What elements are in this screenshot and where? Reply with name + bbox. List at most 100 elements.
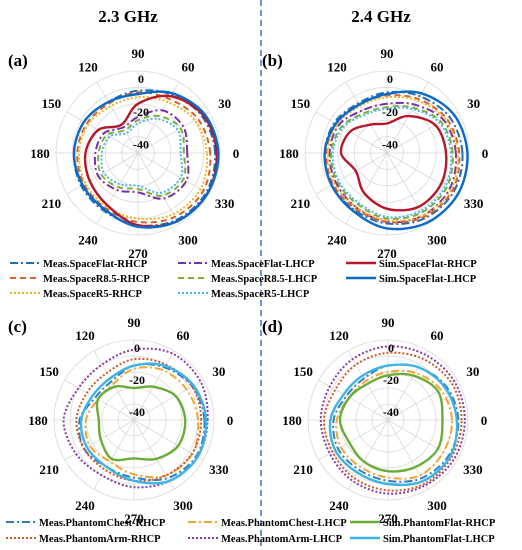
series-line (72, 90, 220, 229)
radial-tick-label: -40 (133, 138, 149, 152)
legend-top: Meas.SpaceFlat-RHCP Meas.SpaceFlat-LHCP Si… (10, 259, 477, 300)
series-line (328, 101, 458, 224)
grid-spoke (96, 152, 139, 225)
grid-spoke (345, 81, 388, 154)
angle-tick-label: 60 (182, 59, 195, 74)
series-line (100, 117, 184, 194)
angle-tick-label: 150 (291, 96, 311, 111)
angle-tick-label: 330 (209, 462, 229, 477)
series-line (325, 94, 461, 224)
series-line (323, 90, 469, 231)
legend-entry: Meas.PhantomChest-LHCP (221, 518, 347, 529)
angle-tick-label: 240 (78, 233, 98, 248)
series-line (339, 114, 448, 212)
angle-tick-label: 150 (42, 96, 62, 111)
angle-tick-label: 330 (464, 196, 484, 211)
angle-tick-label: 150 (39, 364, 59, 379)
grid-spoke (93, 419, 135, 490)
angle-tick-label: 180 (28, 413, 48, 428)
angle-tick-label: 300 (427, 233, 447, 248)
grid-spoke (137, 152, 210, 195)
grid-spoke (96, 81, 139, 154)
legend-entry: Meas.SpaceR5-RHCP (43, 289, 142, 300)
angle-tick-label: 240 (75, 498, 95, 513)
angle-tick-label: 270 (128, 246, 148, 261)
legend-entry: Meas.SpaceR8.5-RHCP (43, 274, 150, 285)
angle-tick-label: 300 (173, 498, 193, 513)
legend-entry: Meas.SpaceFlat-RHCP (43, 259, 148, 270)
radial-tick-label: -20 (129, 373, 145, 387)
angle-tick-label: 150 (293, 364, 313, 379)
series-line (76, 91, 212, 224)
series-line (93, 109, 190, 200)
series-line (330, 105, 454, 220)
grid-spoke (315, 111, 388, 154)
grid-spoke (318, 419, 389, 461)
radial-tick-label: -40 (382, 138, 398, 152)
grid-spoke (66, 152, 139, 195)
series-line (77, 96, 209, 221)
legend-entry: Sim.SpaceFlat-LHCP (379, 274, 477, 285)
legend-entry: Sim.PhantomFlat-LHCP (383, 534, 495, 545)
radial-tick-label: -20 (133, 105, 149, 119)
grid-spoke (137, 152, 180, 225)
angle-tick-label: 210 (291, 196, 311, 211)
legend-entry: Meas.SpaceFlat-LHCP (211, 259, 315, 270)
radial-tick-label: 0 (138, 72, 144, 86)
angle-tick-label: 30 (218, 96, 231, 111)
angle-tick-label: 30 (212, 364, 225, 379)
grid-spoke (386, 111, 459, 154)
grid-spoke (387, 419, 458, 461)
angle-tick-label: 240 (329, 498, 349, 513)
panel-label: (b) (262, 51, 283, 70)
angle-tick-label: 210 (293, 462, 313, 477)
series-line (79, 362, 208, 485)
grid-spoke (66, 111, 139, 154)
series-line (338, 372, 444, 473)
angle-tick-label: 240 (327, 233, 347, 248)
angle-tick-label: 330 (463, 462, 483, 477)
angle-tick-label: 300 (178, 233, 198, 248)
series-line (326, 95, 459, 222)
angle-tick-label: 0 (233, 146, 240, 161)
legend-entry: Meas.SpaceR5-LHCP (211, 289, 310, 300)
legend-entry: Meas.PhantomArm-LHCP (221, 534, 343, 545)
angle-tick-label: 300 (427, 498, 447, 513)
grid-spoke (64, 379, 135, 421)
header-right: 2.4 GHz (351, 7, 411, 26)
legend-bottom: Meas.PhantomChest-RHCP Meas.PhantomChest-… (6, 518, 496, 545)
angle-tick-label: 210 (42, 196, 62, 211)
grid-spoke (93, 350, 135, 421)
legend-entry: Sim.PhantomFlat-RHCP (383, 518, 496, 529)
series-line (331, 106, 453, 219)
angle-tick-label: 60 (431, 328, 444, 343)
legend-entry: Meas.PhantomArm-RHCP (39, 534, 161, 545)
angle-tick-label: 270 (378, 511, 398, 526)
series-line (95, 384, 187, 462)
legend-entry: Sim.SpaceFlat-RHCP (379, 259, 477, 270)
angle-tick-label: 180 (30, 146, 50, 161)
angle-tick-label: 180 (282, 413, 302, 428)
legend-entry: Meas.SpaceR8.5-LHCP (211, 274, 318, 285)
angle-tick-label: 270 (377, 246, 397, 261)
radial-tick-label: -40 (383, 405, 399, 419)
angle-tick-label: 90 (128, 315, 141, 330)
grid-spoke (133, 419, 175, 490)
angle-tick-label: 60 (177, 328, 190, 343)
series-line (77, 363, 206, 482)
angle-tick-label: 180 (279, 146, 299, 161)
angle-tick-label: 210 (39, 462, 59, 477)
panel-label: (a) (8, 51, 28, 70)
angle-tick-label: 120 (327, 59, 347, 74)
grid-spoke (347, 350, 389, 421)
legend-entry: Meas.PhantomChest-RHCP (39, 518, 166, 529)
series-line (322, 351, 463, 492)
polar-panels: 0 30 60 90 120 150 180 210 240 270 300 330 0 -20 -40 (a… (8, 46, 488, 526)
grid-spoke (315, 152, 388, 195)
header-left: 2.3 GHz (98, 7, 158, 26)
angle-tick-label: 120 (329, 328, 349, 343)
grid-spoke (386, 152, 429, 225)
angle-tick-label: 120 (78, 59, 98, 74)
radial-tick-label: -40 (129, 405, 145, 419)
